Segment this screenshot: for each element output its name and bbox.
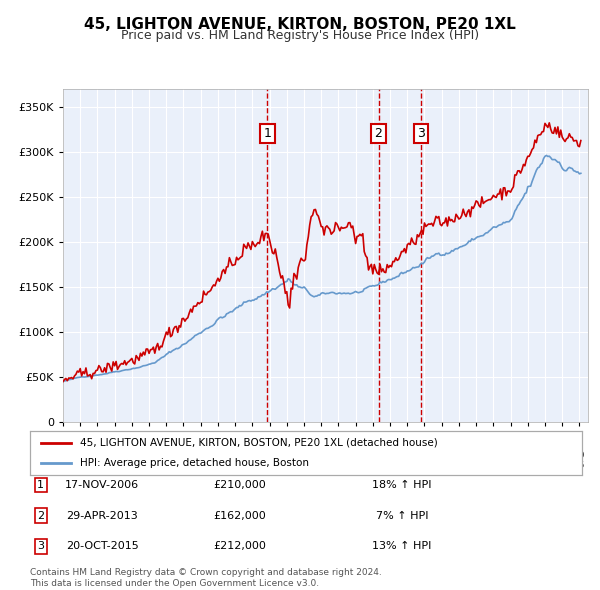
- Text: 20
04: 20 04: [212, 451, 224, 470]
- Text: 19
95: 19 95: [57, 451, 69, 470]
- Text: 20
03: 20 03: [195, 451, 206, 470]
- Text: 17-NOV-2006: 17-NOV-2006: [65, 480, 139, 490]
- Text: 2: 2: [374, 127, 382, 140]
- Text: 20
18: 20 18: [453, 451, 464, 470]
- Text: 20
14: 20 14: [385, 451, 396, 470]
- Text: £162,000: £162,000: [214, 511, 266, 520]
- Text: 20
01: 20 01: [161, 451, 172, 470]
- Text: 1: 1: [37, 480, 44, 490]
- Text: HPI: Average price, detached house, Boston: HPI: Average price, detached house, Bost…: [80, 458, 308, 468]
- Text: Price paid vs. HM Land Registry's House Price Index (HPI): Price paid vs. HM Land Registry's House …: [121, 30, 479, 42]
- Text: 3: 3: [417, 127, 425, 140]
- Text: 3: 3: [37, 542, 44, 551]
- Text: 20
00: 20 00: [143, 451, 155, 470]
- Text: 19
96: 19 96: [74, 451, 86, 470]
- Text: 20
13: 20 13: [367, 451, 379, 470]
- Text: Contains HM Land Registry data © Crown copyright and database right 2024.: Contains HM Land Registry data © Crown c…: [30, 568, 382, 577]
- Text: 20
11: 20 11: [332, 451, 344, 470]
- Text: 20
06: 20 06: [247, 451, 258, 470]
- Text: 18% ↑ HPI: 18% ↑ HPI: [372, 480, 432, 490]
- Text: This data is licensed under the Open Government Licence v3.0.: This data is licensed under the Open Gov…: [30, 579, 319, 588]
- Text: 20
12: 20 12: [350, 451, 361, 470]
- Text: £210,000: £210,000: [214, 480, 266, 490]
- Text: 20
19: 20 19: [470, 451, 482, 470]
- Text: 1: 1: [263, 127, 271, 140]
- Text: 19
99: 19 99: [126, 451, 137, 470]
- Text: 20
02: 20 02: [178, 451, 189, 470]
- Text: 20
07: 20 07: [264, 451, 275, 470]
- Text: 20
23: 20 23: [539, 451, 551, 470]
- Text: 20
21: 20 21: [505, 451, 516, 470]
- Text: 20-OCT-2015: 20-OCT-2015: [65, 542, 139, 551]
- Text: 20
20: 20 20: [488, 451, 499, 470]
- Text: 19
98: 19 98: [109, 451, 121, 470]
- Text: 20
10: 20 10: [316, 451, 327, 470]
- Text: 29-APR-2013: 29-APR-2013: [66, 511, 138, 520]
- Text: 20
05: 20 05: [229, 451, 241, 470]
- Text: 20
17: 20 17: [436, 451, 448, 470]
- Text: 20
16: 20 16: [419, 451, 430, 470]
- Text: 13% ↑ HPI: 13% ↑ HPI: [373, 542, 431, 551]
- Text: 20
22: 20 22: [522, 451, 533, 470]
- Text: 20
15: 20 15: [401, 451, 413, 470]
- Text: 45, LIGHTON AVENUE, KIRTON, BOSTON, PE20 1XL (detached house): 45, LIGHTON AVENUE, KIRTON, BOSTON, PE20…: [80, 438, 437, 448]
- Text: 2: 2: [37, 511, 44, 520]
- Text: 19
97: 19 97: [92, 451, 103, 470]
- Text: 20
09: 20 09: [298, 451, 310, 470]
- Text: £212,000: £212,000: [214, 542, 266, 551]
- Text: 20
08: 20 08: [281, 451, 293, 470]
- Text: 7% ↑ HPI: 7% ↑ HPI: [376, 511, 428, 520]
- Text: 45, LIGHTON AVENUE, KIRTON, BOSTON, PE20 1XL: 45, LIGHTON AVENUE, KIRTON, BOSTON, PE20…: [84, 17, 516, 31]
- Text: 20
24: 20 24: [556, 451, 568, 470]
- Text: 20
25: 20 25: [574, 451, 585, 470]
